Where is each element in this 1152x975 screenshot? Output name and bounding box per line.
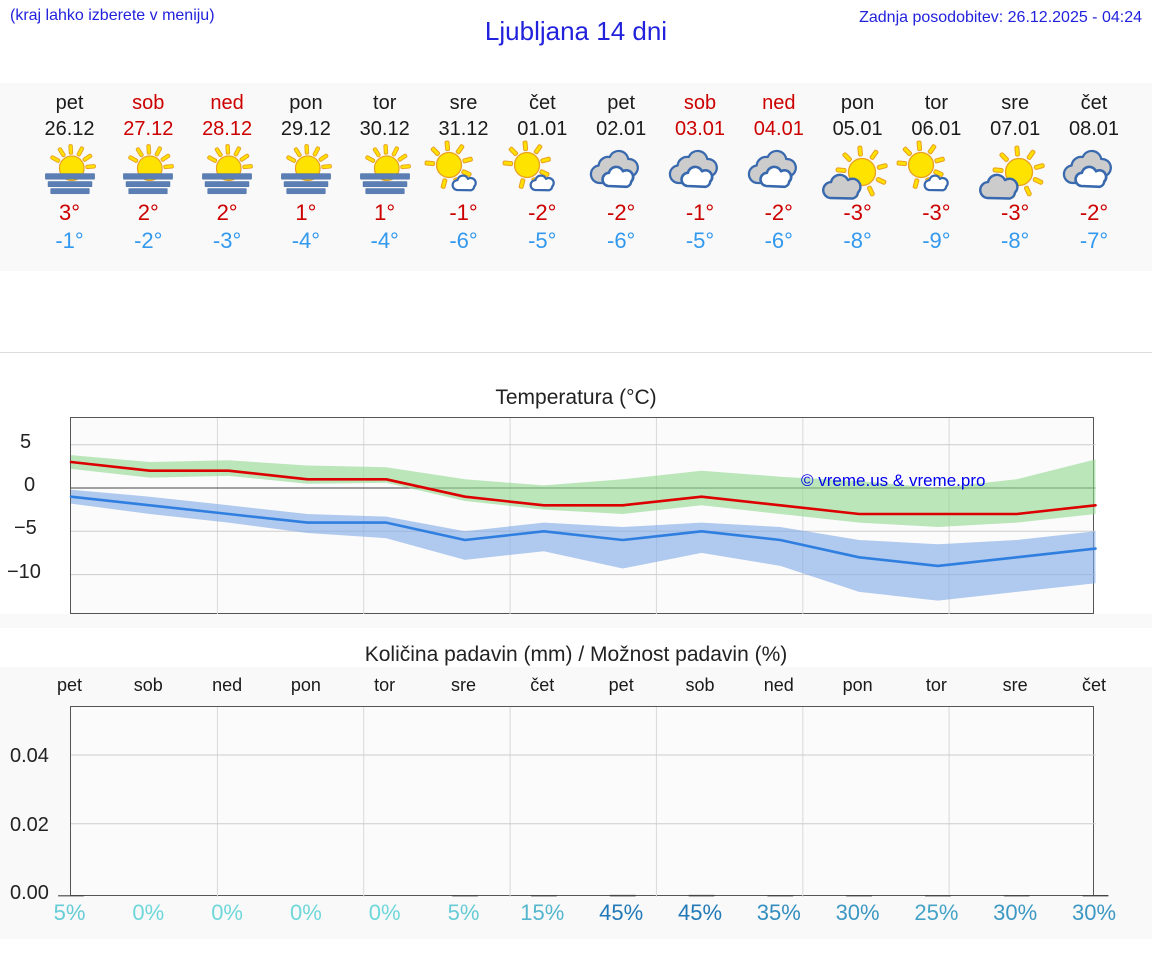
- svg-text:© vreme.us & vreme.pro: © vreme.us & vreme.pro: [801, 471, 985, 490]
